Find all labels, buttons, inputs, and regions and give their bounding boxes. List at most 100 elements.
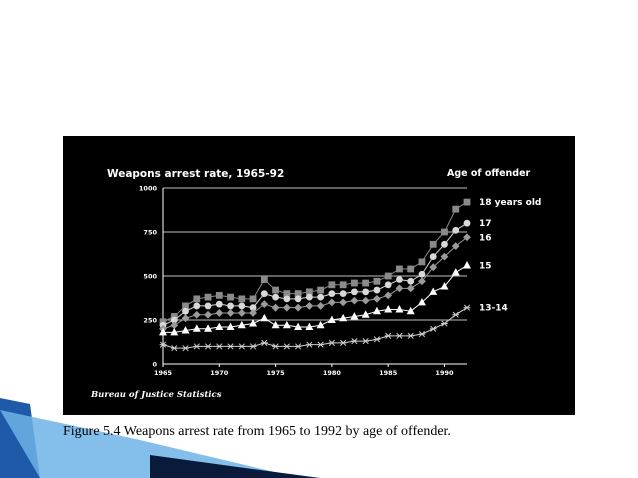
series-label: 16 [479,233,492,243]
data-point-triangle [249,319,258,327]
data-point-diamond [260,300,269,309]
series-line [162,222,468,326]
data-point-square [396,265,403,273]
data-point-star [238,343,246,350]
series-15: 15 [159,261,492,336]
data-point-diamond [361,296,370,305]
x-tick-label: 1965 [154,369,173,377]
data-point-star [182,345,189,352]
data-point-diamond [305,302,314,310]
series-label: 18 years old [479,198,541,208]
data-point-star [227,343,234,350]
data-point-diamond [395,284,404,293]
data-point-square [283,290,291,297]
data-point-triangle [384,305,393,313]
data-point-square [170,313,178,320]
data-point-diamond [170,321,179,330]
data-point-square [407,265,415,273]
data-point-star [193,343,201,350]
data-point-square [193,295,201,303]
data-point-diamond [373,294,381,303]
x-tick-label: 1990 [435,369,454,377]
star-stroke [328,339,335,346]
star-stroke [351,338,358,345]
data-point-triangle [305,322,314,331]
data-point-circle [182,307,189,315]
data-point-square [260,276,268,283]
data-point-triangle [294,322,303,331]
data-point-triangle [181,326,190,334]
decorative-dark-swoosh [150,455,320,478]
x-tick-label: 1980 [323,369,342,377]
data-point-star [328,339,336,346]
data-point-circle [441,240,448,248]
data-point-circle [339,290,347,297]
data-point-circle [463,219,471,227]
x-tick-label: 1985 [379,369,398,377]
data-point-diamond [282,303,291,312]
data-point-star [373,336,381,343]
star-stroke [261,339,268,346]
data-point-star [463,304,471,311]
series-line [162,236,468,330]
data-point-circle [452,226,460,234]
data-point-diamond [271,303,280,312]
data-point-triangle [463,261,471,269]
star-stroke [340,339,347,346]
data-point-circle [384,281,392,289]
data-point-star [283,343,291,350]
star-stroke [272,343,279,350]
data-point-diamond [339,298,348,307]
data-point-circle [272,293,279,301]
data-point-star [396,332,403,339]
data-point-diamond [294,303,303,312]
data-point-diamond [429,263,438,272]
data-point-circle [351,288,358,296]
star-stroke [306,341,313,348]
series-16: 16 [159,233,492,333]
star-stroke [452,311,459,318]
data-point-triangle [316,320,325,329]
chart-title: Weapons arrest rate, 1965-92 [107,168,284,180]
data-point-star [441,320,448,327]
star-stroke [193,343,200,350]
y-tick-label: 250 [143,317,157,325]
data-point-square [305,288,313,296]
data-point-triangle [204,324,213,332]
data-point-circle [317,293,325,301]
data-point-square [272,286,279,294]
data-point-star [351,338,358,345]
data-point-triangle [361,310,370,318]
data-point-triangle [372,306,381,315]
data-point-square [452,205,460,213]
data-point-circle [373,286,381,294]
data-point-diamond [440,252,449,261]
series-group: 18 years old 17 16 15 13-14 [159,198,541,352]
star-stroke [216,343,223,350]
figure-caption: Figure 5.4 Weapons arrest rate from 1965… [63,424,451,439]
data-point-square [441,228,448,236]
data-point-triangle [417,298,426,306]
data-point-circle [249,304,257,312]
data-point-square [294,290,302,297]
data-point-diamond [192,310,201,319]
data-point-square [373,277,381,285]
chart-source: Bureau of Justice Statistics [90,390,222,400]
data-point-square [429,240,437,248]
data-point-triangle [159,327,167,336]
data-point-circle [429,253,437,261]
data-point-circle [170,316,178,324]
data-point-diamond [463,233,471,242]
data-point-triangle [429,287,438,295]
data-point-circle [328,290,336,297]
data-point-circle [260,290,268,297]
data-point-star [418,331,426,338]
data-point-triangle [339,313,348,322]
data-point-diamond [418,277,426,286]
data-point-star [249,343,257,350]
series-line [163,265,468,333]
star-stroke [204,343,212,350]
data-point-square [249,295,257,303]
legend-title: Age of offender [447,168,531,179]
